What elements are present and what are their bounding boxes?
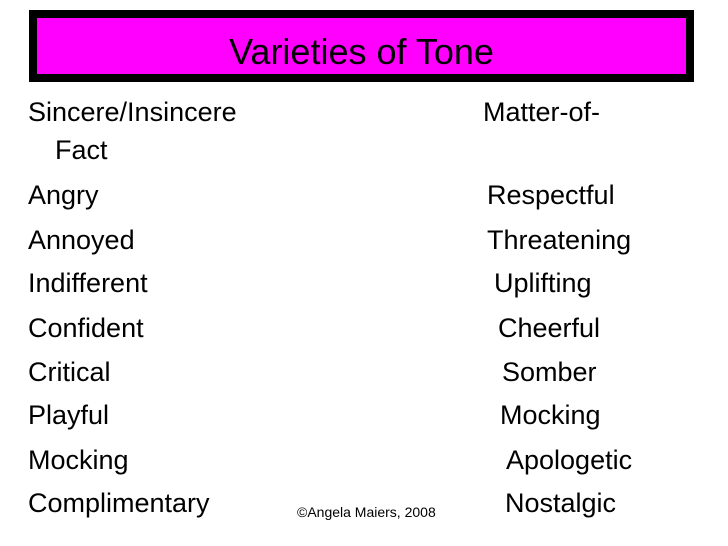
tone-right-fact: Fact (55, 135, 108, 165)
tone-right-nostalgic: Nostalgic (505, 488, 617, 518)
tone-left-complimentary: Complimentary (28, 488, 210, 518)
title-bar: Varieties of Tone (35, 16, 688, 76)
tone-right-mocking: Mocking (500, 400, 601, 430)
tone-right-cheerful: Cheerful (498, 313, 601, 343)
tone-left-indifferent: Indifferent (28, 268, 148, 298)
tone-left-sincere-insincere: Sincere/Insincere (28, 97, 237, 127)
tone-left-angry: Angry (28, 180, 99, 210)
tone-left-mocking: Mocking (28, 445, 129, 475)
copyright-notice: ©Angela Maiers, 2008 (297, 504, 436, 520)
tone-right-matter-of: Matter-of- (483, 97, 601, 127)
tone-left-annoyed: Annoyed (28, 225, 135, 255)
tone-left-playful: Playful (28, 400, 110, 430)
tone-right-uplifting: Uplifting (494, 268, 592, 298)
tone-left-critical: Critical (28, 357, 111, 387)
tone-right-respectful: Respectful (487, 180, 615, 210)
tone-right-apologetic: Apologetic (506, 445, 633, 475)
tone-right-somber: Somber (502, 357, 597, 387)
page-title: Varieties of Tone (229, 31, 494, 72)
tone-left-confident: Confident (28, 313, 144, 343)
tone-right-threatening: Threatening (487, 225, 632, 255)
